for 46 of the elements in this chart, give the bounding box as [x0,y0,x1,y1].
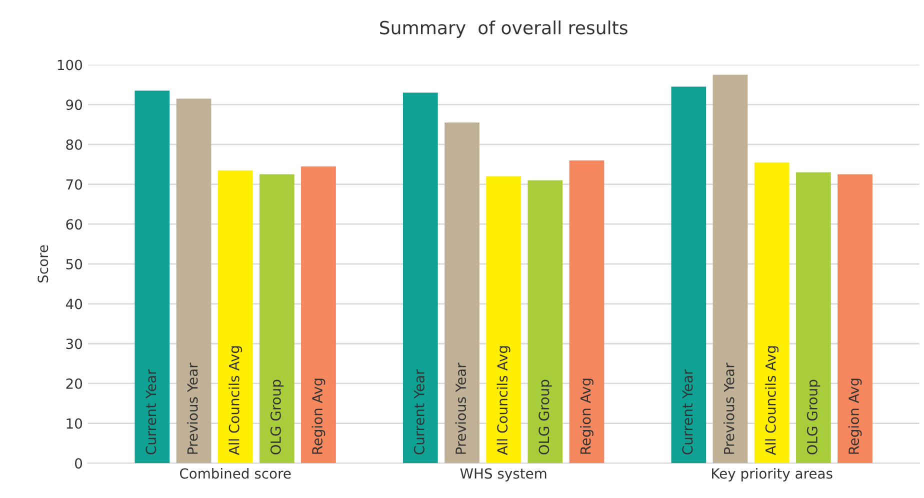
y-tick-label: 50 [66,258,82,270]
y-tick-label: 10 [66,418,82,429]
bar [486,176,522,464]
y-tick-label: 40 [66,298,82,310]
bar [218,170,253,464]
text: Previous Year [724,362,734,454]
x-tick-label: Key priority areas [712,468,832,482]
text: OLG Group [806,380,820,454]
bar [444,122,480,464]
bar [134,90,170,464]
y-tick-label: 90 [66,100,82,110]
bar [259,174,294,464]
series-label: Region Avg [312,378,326,454]
text: All Councils Avg [765,346,779,456]
bar [176,98,212,464]
series-label: OLG Group [270,380,284,454]
y-tick-label: 100 [58,60,82,70]
text: Previous Year [455,362,466,454]
y-tick-label: 70 [66,179,82,190]
series-label: All Councils Avg [228,346,242,456]
bar [301,166,336,464]
bar [796,172,831,464]
x-tick-label: WHS system [460,468,546,482]
text: Current Year [682,369,693,454]
series-label: Current Year [146,369,156,454]
bar [754,162,790,464]
chart-title: Summary of overall results [380,20,628,38]
text: Region Avg [848,378,862,454]
text: OLG Group [538,380,552,454]
text: Region Avg [580,378,594,454]
bar [528,180,563,464]
text: Current Year [414,369,424,454]
bar [402,92,438,464]
text: All Councils Avg [496,346,510,456]
bar [569,160,604,464]
y-tick-label: 0 [75,458,82,469]
y-tick-label: 60 [66,219,82,230]
series-label: Previous Year [187,362,198,454]
bar [838,174,872,464]
y-axis-title: Score [38,245,48,282]
y-tick-label: 80 [66,139,82,150]
bar [671,86,706,464]
bar [712,74,748,464]
y-tick-label: 30 [66,338,82,350]
y-tick-label: 20 [66,378,82,389]
x-tick-label: Combined score [180,468,291,479]
